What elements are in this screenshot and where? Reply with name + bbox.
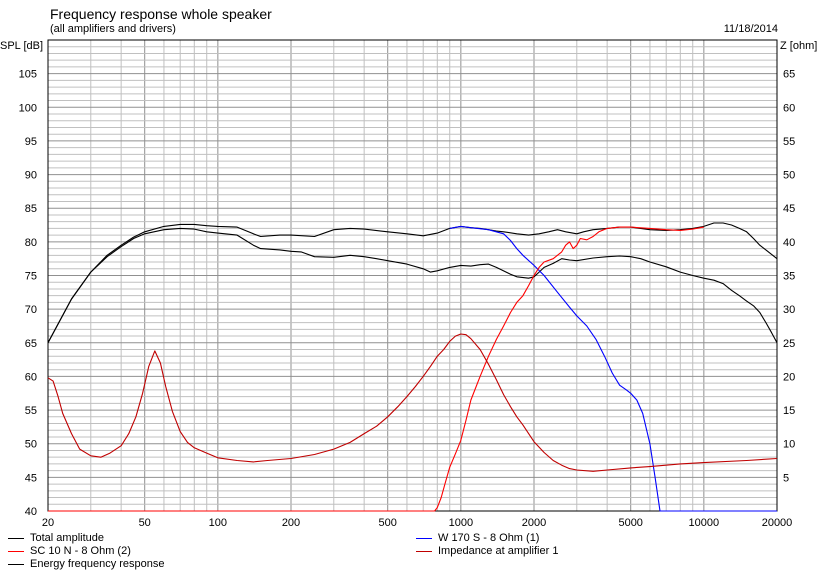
y-right-tick-label: 45 [783, 203, 795, 215]
legend-label: SC 10 N - 8 Ohm (2) [30, 545, 131, 557]
x-tick-label: 100 [209, 517, 227, 529]
y-left-tick-label: 65 [25, 338, 37, 350]
grid [48, 40, 777, 511]
legend-label: Impedance at amplifier 1 [438, 545, 559, 557]
y-left-axis-label: SPL [dB] [0, 40, 43, 52]
x-tick-label: 20 [42, 517, 54, 529]
legend-item: W 170 S - 8 Ohm (1) [416, 532, 539, 544]
legend-item: Energy frequency response [8, 558, 165, 570]
y-left-tick-label: 60 [25, 371, 37, 383]
x-tick-label: 200 [282, 517, 300, 529]
x-tick-label: 20000 [762, 517, 793, 529]
legend-swatch [8, 563, 24, 565]
legend-item: Total amplitude [8, 532, 104, 544]
y-left-tick-label: 100 [19, 102, 37, 114]
y-right-tick-label: 15 [783, 405, 795, 417]
legend-swatch [8, 537, 24, 539]
y-right-tick-label: 10 [783, 439, 795, 451]
y-right-tick-label: 50 [783, 170, 795, 182]
chart-subtitle: (all amplifiers and drivers) [50, 23, 176, 35]
y-left-tick-label: 45 [25, 472, 37, 484]
y-left-tick-label: 50 [25, 439, 37, 451]
legend-label: W 170 S - 8 Ohm (1) [438, 532, 540, 544]
y-right-tick-label: 40 [783, 237, 795, 249]
y-right-tick-label: 5 [783, 472, 789, 484]
x-tick-label: 1000 [449, 517, 473, 529]
chart-title: Frequency response whole speaker [50, 6, 272, 22]
x-tick-label: 5000 [618, 517, 642, 529]
tick-labels: 20 50 100 200 500 1000 2000 5000 10000 20000 45 50 5… [19, 69, 796, 529]
y-left-tick-label: 85 [25, 203, 37, 215]
y-left-tick-label: 105 [19, 69, 37, 81]
x-tick-label: 10000 [689, 517, 720, 529]
legend-swatch [416, 537, 432, 539]
y-left-tick-label: 55 [25, 405, 37, 417]
legend-item: Impedance at amplifier 1 [416, 545, 558, 557]
y-left-tick-label: 80 [25, 237, 37, 249]
y-left-tick-label: 75 [25, 271, 37, 283]
x-tick-label: 50 [139, 517, 151, 529]
legend-label: Energy frequency response [30, 558, 165, 570]
series-lines [47, 222, 778, 512]
legend-item: SC 10 N - 8 Ohm (2) [8, 545, 131, 557]
y-right-tick-label: 55 [783, 136, 795, 148]
legend-swatch [8, 550, 24, 552]
y-right-tick-label: 25 [783, 338, 795, 350]
y-right-tick-label: 20 [783, 371, 795, 383]
y-right-axis-label: Z [ohm] [780, 40, 817, 52]
y-left-tick-label: 40 [25, 506, 37, 518]
series-line [47, 227, 778, 344]
y-right-tick-label: 65 [783, 69, 795, 81]
series-line [47, 333, 778, 472]
legend-swatch [416, 550, 432, 552]
y-left-tick-label: 70 [25, 304, 37, 316]
series-line [48, 226, 704, 512]
y-left-tick-label: 90 [25, 170, 37, 182]
series-line [47, 222, 778, 344]
x-tick-label: 500 [379, 517, 397, 529]
series-line [449, 225, 777, 512]
y-right-tick-label: 35 [783, 271, 795, 283]
y-right-tick-label: 60 [783, 102, 795, 114]
x-tick-label: 2000 [522, 517, 546, 529]
legend-label: Total amplitude [30, 532, 104, 544]
chart-date: 11/18/2014 [723, 23, 778, 35]
y-right-tick-label: 30 [783, 304, 795, 316]
y-left-tick-label: 95 [25, 136, 37, 148]
